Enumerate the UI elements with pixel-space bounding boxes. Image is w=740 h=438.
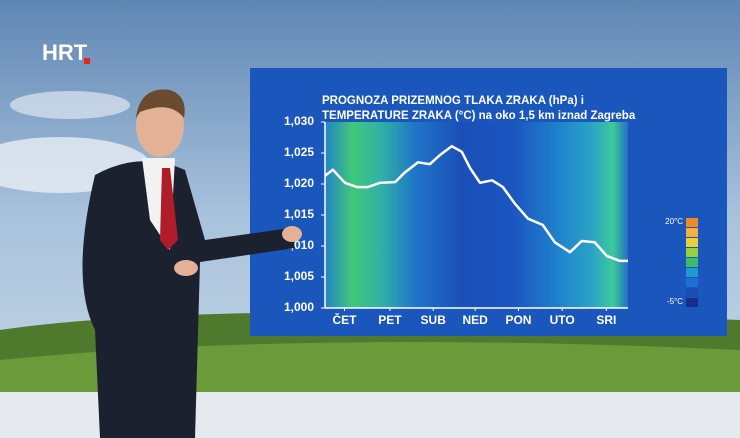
y-tick-label: 1,025 [284, 145, 314, 159]
x-tick-label: PET [378, 313, 402, 327]
y-tick-label: 1,030 [284, 114, 314, 128]
colorbar-swatch [686, 268, 698, 277]
x-tick-label: SRI [596, 313, 616, 327]
y-tick-label: 1,005 [284, 269, 314, 283]
hand [282, 226, 302, 242]
y-tick-label: 1,000 [284, 300, 314, 314]
x-tick-label: SUB [421, 313, 447, 327]
colorbar-swatch [686, 258, 698, 267]
chart-title: PROGNOZA PRIZEMNOG TLAKA ZRAKA (hPa) i [322, 95, 584, 107]
logo-mark [84, 58, 90, 64]
hand [174, 260, 198, 276]
colorbar-swatch [686, 238, 698, 247]
presenter [82, 89, 302, 438]
temperature-field [325, 122, 628, 308]
x-tick-label: NED [463, 313, 489, 327]
x-tick-label: ČET [332, 312, 357, 327]
colorbar-swatch [686, 248, 698, 257]
colorbar-swatch [686, 298, 698, 307]
colorbar-swatch [686, 218, 698, 227]
colorbar-label: -5°C [667, 297, 683, 306]
logo: HRT [42, 40, 88, 65]
chart-title: TEMPERATURE ZRAKA (°C) na oko 1,5 km izn… [322, 110, 636, 122]
x-tick-label: PON [505, 313, 531, 327]
face [136, 95, 184, 157]
x-tick-label: UTO [550, 313, 575, 327]
cloud [10, 91, 130, 119]
colorbar-swatch [686, 228, 698, 237]
suit [82, 161, 295, 438]
colorbar-label: 20°C [665, 217, 683, 226]
colorbar-swatch [686, 278, 698, 287]
pressure-line [324, 144, 628, 263]
y-tick-label: 1,020 [284, 176, 314, 190]
y-tick-label: 1,015 [284, 207, 314, 221]
hair [136, 89, 185, 118]
tie [160, 168, 178, 250]
colorbar-swatch [686, 288, 698, 297]
